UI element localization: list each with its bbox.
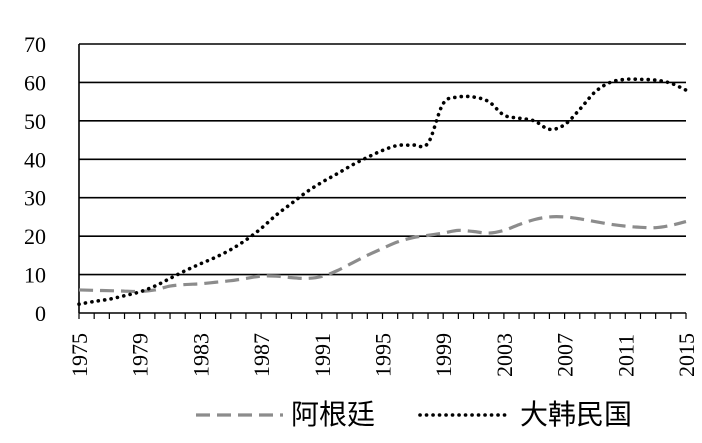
x-tick-label: 2011 — [613, 334, 638, 377]
legend-label-argentina: 阿根廷 — [291, 398, 375, 431]
legend-label-korea: 大韩民国 — [520, 398, 632, 431]
gridlines — [79, 43, 686, 276]
y-tick-label: 40 — [24, 147, 46, 172]
x-tick-label: 1979 — [128, 333, 153, 377]
x-tick-label: 2003 — [492, 333, 517, 377]
series-argentina-line — [78, 215, 687, 294]
x-tick-label: 1975 — [67, 333, 92, 377]
legend: 阿根廷 大韩民国 — [196, 398, 632, 431]
y-tick-labels: 0 10 20 30 40 50 60 70 — [24, 32, 46, 326]
y-tick-label: 60 — [24, 70, 46, 95]
x-tick-labels: 1975 1979 1983 1987 1991 1995 1999 2003 2007 2011… — [67, 333, 699, 377]
x-tick-label: 1999 — [431, 333, 456, 377]
x-tick-label: 1983 — [188, 333, 213, 377]
series-lines — [77, 77, 688, 306]
x-tick-label: 1991 — [310, 333, 335, 377]
x-tick-label: 1987 — [249, 333, 274, 377]
x-tick-label: 1995 — [371, 333, 396, 377]
y-tick-label: 70 — [24, 32, 46, 57]
y-tick-label: 30 — [24, 186, 46, 211]
y-tick-label: 10 — [24, 263, 46, 288]
y-tick-label: 50 — [24, 109, 46, 134]
axes — [78, 44, 687, 319]
x-tick-label: 2007 — [553, 333, 578, 377]
series-korea-line — [77, 77, 688, 306]
y-tick-label: 20 — [24, 224, 46, 249]
x-tick-label: 2015 — [674, 333, 699, 377]
y-tick-label: 0 — [35, 301, 46, 326]
